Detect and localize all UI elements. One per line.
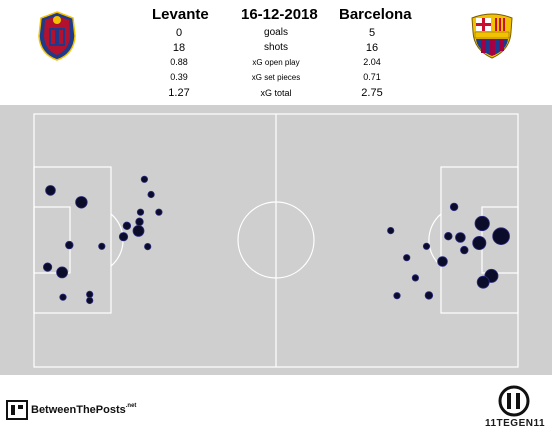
shot-point-levante-1 (45, 185, 56, 196)
stat-away-value: 5 (368, 27, 376, 39)
11tegen11-logo: 11TEGEN11 (480, 384, 548, 432)
pitch-lines (33, 113, 519, 368)
shot-point-levante-6 (135, 217, 144, 226)
shot-point-levante-8 (132, 224, 145, 237)
stat-home-value: 0.88 (170, 57, 188, 67)
right-penalty-arc (428, 213, 442, 267)
shot-point-barcelona-2 (474, 215, 490, 232)
stat-label: shots (264, 42, 288, 53)
stat-home-value: 18 (172, 42, 186, 54)
11tegen11-emblem-icon (498, 385, 530, 417)
shot-point-barcelona-3 (387, 227, 395, 235)
shot-point-levante-18 (136, 208, 145, 216)
shot-point-levante-13 (42, 262, 53, 272)
center-circle (237, 201, 315, 279)
levante-crest-icon (38, 11, 76, 61)
shot-point-barcelona-14 (411, 274, 419, 282)
shot-point-barcelona-11 (403, 254, 411, 262)
shot-point-barcelona-5 (455, 232, 466, 243)
btp-logo-icon (6, 400, 28, 420)
shot-point-levante-12 (65, 240, 74, 250)
shot-point-levante-16 (86, 296, 94, 305)
stat-label: goals (264, 27, 288, 38)
shot-point-barcelona-8 (422, 242, 431, 250)
stat-home-value: 0 (175, 27, 183, 39)
stat-away-value: 2.04 (363, 57, 381, 67)
stat-away-value: 2.75 (361, 87, 383, 99)
shot-point-barcelona-10 (437, 256, 448, 267)
match-date: 16-12-2018 (241, 6, 318, 23)
btp-logo-text: BetweenThePosts (31, 404, 126, 416)
stat-label: xG open play (252, 58, 300, 67)
stat-label: xG total (260, 88, 292, 98)
shot-point-barcelona-15 (393, 292, 401, 300)
shot-point-levante-15 (86, 290, 94, 298)
shot-point-levante-3 (140, 175, 148, 183)
shot-point-barcelona-7 (492, 227, 510, 246)
stat-label: xG set pieces (251, 73, 301, 82)
shot-point-levante-2 (75, 196, 88, 209)
stat-away-value: 16 (365, 42, 379, 54)
btp-logo-suffix: .net (125, 403, 137, 409)
shot-point-barcelona-1 (449, 202, 459, 212)
stat-away-value: 0.71 (363, 72, 381, 82)
shot-point-levante-9 (118, 232, 129, 242)
barcelona-crest-icon (471, 13, 513, 59)
shot-point-levante-14 (56, 266, 68, 279)
shot-point-levante-17 (59, 293, 67, 301)
shot-point-levante-7 (122, 221, 132, 230)
shot-point-barcelona-13 (476, 275, 490, 289)
shot-point-barcelona-16 (424, 291, 434, 300)
betweentheposts-logo: BetweenThePosts .net (6, 399, 136, 421)
shot-point-levante-5 (155, 208, 163, 216)
shot-point-levante-11 (144, 243, 152, 251)
shot-point-barcelona-9 (460, 245, 469, 255)
11tegen11-logo-text: 11TEGEN11 (484, 418, 546, 429)
home-team-name: Levante (152, 6, 209, 23)
left-goal-area (33, 206, 71, 274)
shot-point-barcelona-6 (472, 235, 487, 250)
shot-point-levante-10 (98, 242, 106, 250)
away-team-name: Barcelona (339, 6, 412, 23)
shots-layer (42, 175, 510, 305)
stat-home-value: 0.39 (170, 72, 188, 82)
shot-point-barcelona-4 (444, 231, 453, 241)
stat-home-value: 1.27 (168, 87, 190, 99)
shot-point-levante-4 (147, 190, 155, 199)
